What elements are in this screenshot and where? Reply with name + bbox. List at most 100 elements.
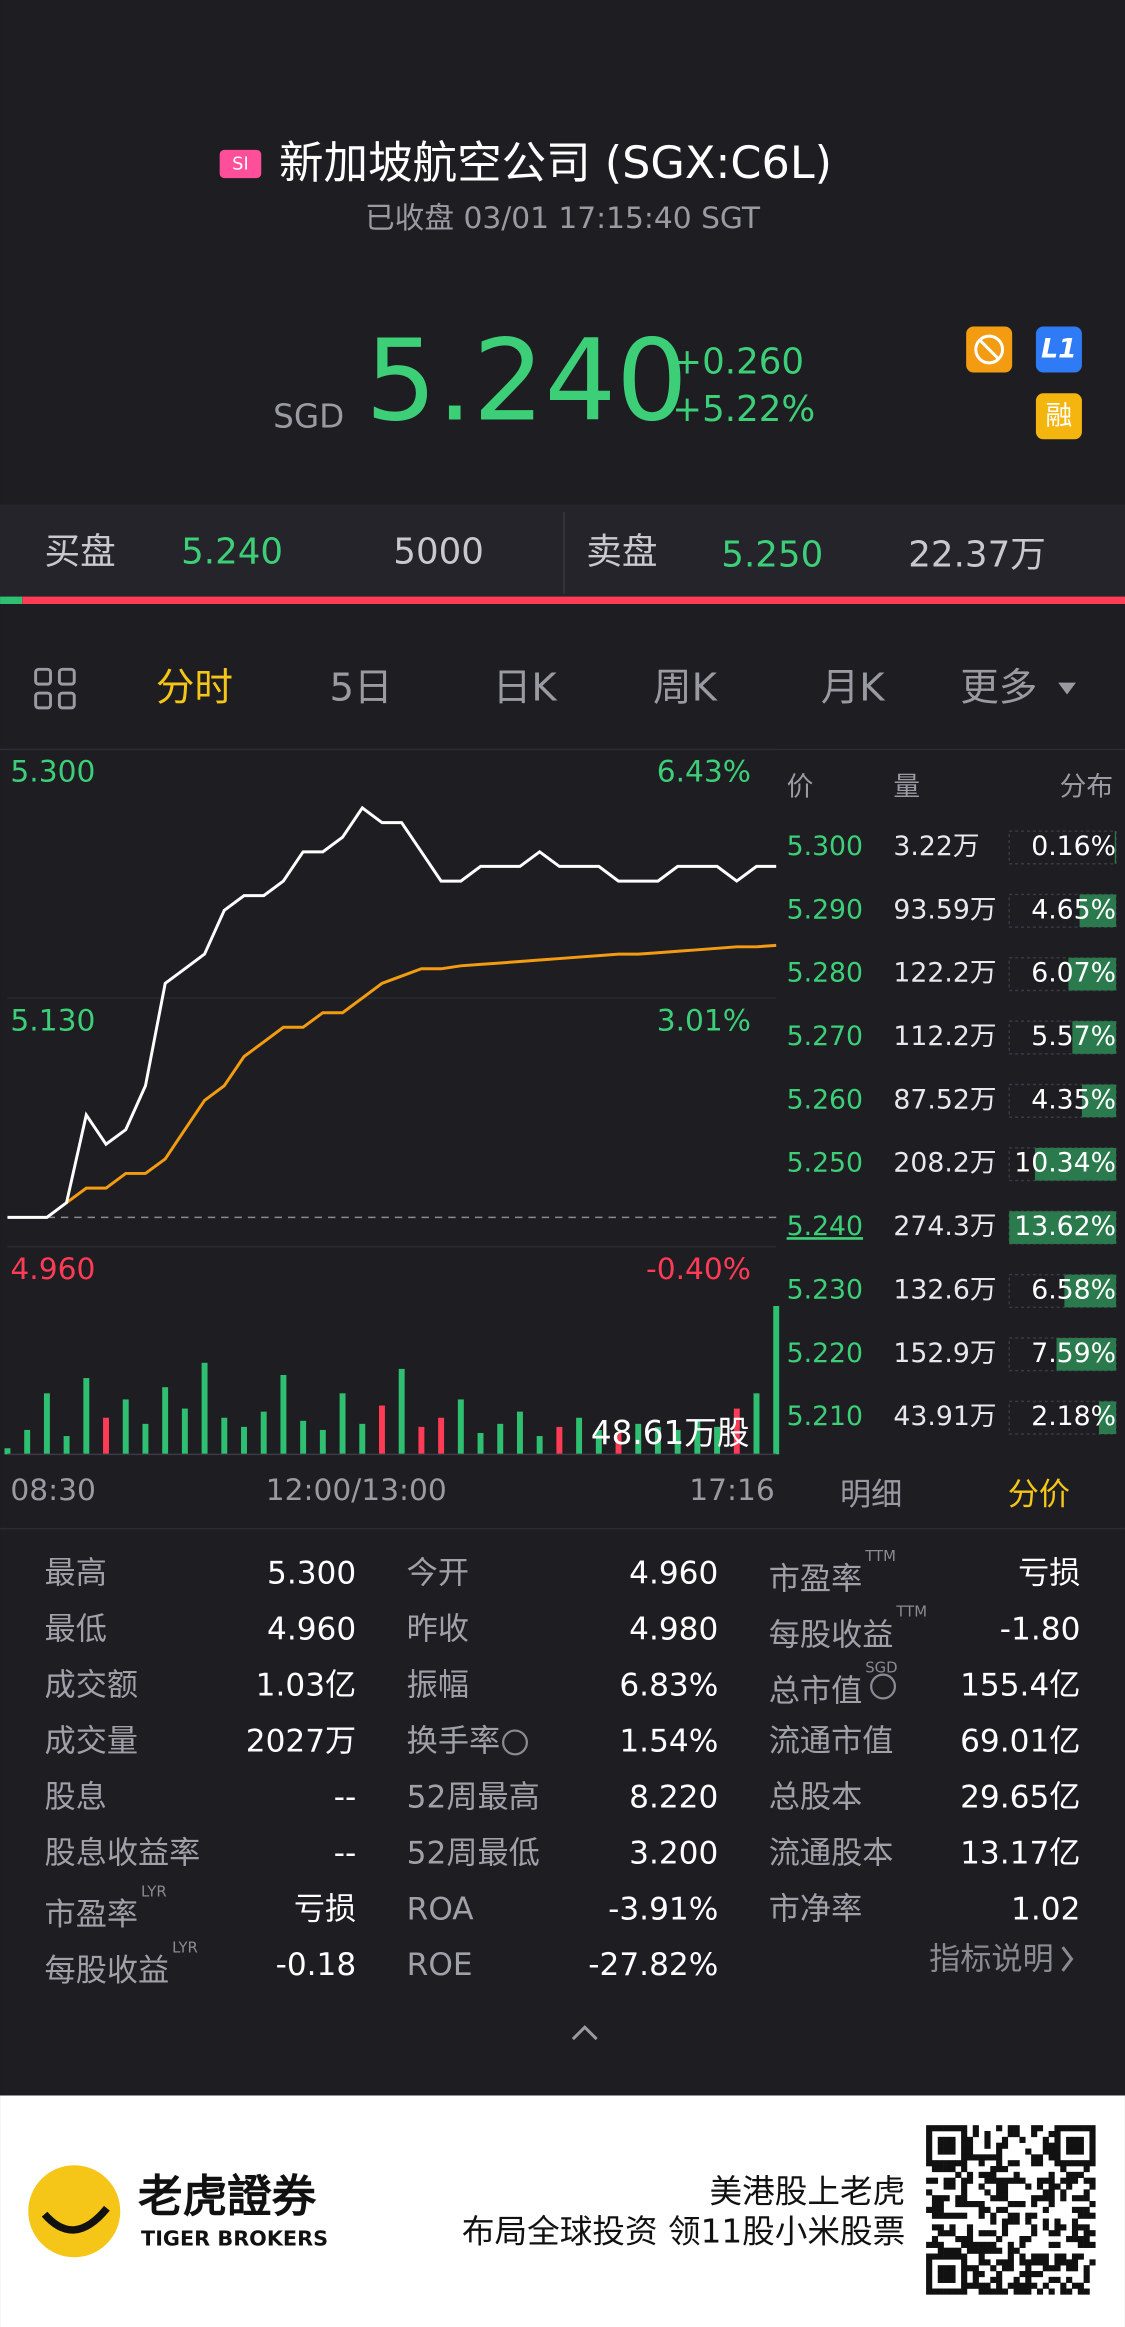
qr-cell xyxy=(978,2247,985,2254)
qr-cell xyxy=(955,2160,962,2167)
chart-tab[interactable]: 周K xyxy=(653,666,719,711)
qr-cell xyxy=(1025,2288,1032,2295)
qr-cell xyxy=(1077,2195,1084,2202)
qr-cell xyxy=(961,2136,968,2143)
chart-tab[interactable]: 更多 xyxy=(960,666,1037,711)
qr-cell xyxy=(1066,2177,1073,2184)
sub-tab[interactable]: 分价 xyxy=(1008,1477,1070,1513)
qr-cell xyxy=(996,2195,1003,2202)
info-icon[interactable] xyxy=(502,1729,528,1756)
depth-pct: 0.16% xyxy=(1031,831,1116,862)
qr-cell xyxy=(1071,2230,1079,2237)
qr-cell xyxy=(978,2206,985,2213)
chart-tab[interactable]: 5日 xyxy=(330,666,393,711)
qr-cell xyxy=(1071,2253,1079,2260)
qr-cell xyxy=(1013,2282,1020,2289)
qr-cell xyxy=(961,2253,968,2260)
qr-cell xyxy=(943,2247,950,2254)
qr-cell xyxy=(1048,2177,1055,2184)
bid-price: 5.240 xyxy=(181,532,283,573)
qr-cell xyxy=(961,2131,968,2138)
qr-cell xyxy=(1025,2271,1032,2278)
qr-cell xyxy=(1066,2276,1073,2283)
qr-cell xyxy=(1048,2230,1055,2237)
qr-cell xyxy=(955,2247,962,2254)
qr-cell xyxy=(955,2253,962,2260)
avg-line xyxy=(65,943,777,1204)
qr-cell xyxy=(1066,2265,1073,2272)
qr-cell xyxy=(990,2195,997,2202)
sub-tab[interactable]: 明细 xyxy=(840,1477,902,1513)
depth-volume: 274.3万 xyxy=(893,1211,996,1242)
stat-value: 4.960 xyxy=(267,1612,356,1648)
chart-tab[interactable]: 分时 xyxy=(156,666,233,711)
qr-cell xyxy=(1048,2241,1055,2248)
qr-cell xyxy=(955,2195,962,2202)
collapse-icon[interactable] xyxy=(571,2025,598,2041)
volume-bar xyxy=(438,1417,445,1455)
qr-cell xyxy=(966,2247,974,2254)
qr-cell xyxy=(926,2136,933,2143)
chart-tab[interactable]: 日K xyxy=(493,666,559,711)
indicator-link[interactable]: 指标说明 xyxy=(929,1941,1054,1977)
qr-cell xyxy=(937,2212,944,2219)
qr-cell xyxy=(1001,2265,1009,2272)
qr-cell xyxy=(961,2271,968,2278)
qr-cell xyxy=(1048,2142,1055,2149)
chart-tab[interactable]: 月K xyxy=(821,666,887,711)
qr-cell xyxy=(926,2271,933,2278)
qr-cell xyxy=(1048,2276,1055,2283)
margin-icon[interactable] xyxy=(1035,393,1082,440)
qr-cell xyxy=(984,2177,991,2184)
distribution-frame xyxy=(1008,957,1117,992)
info-icon[interactable] xyxy=(870,1673,897,1700)
stat-sup: TTM xyxy=(895,1604,927,1621)
qr-cell xyxy=(972,2247,979,2254)
qr-cell xyxy=(937,2253,944,2260)
volume-bar xyxy=(773,1305,780,1455)
qr-cell xyxy=(978,2212,985,2219)
stat-value: -3.91% xyxy=(608,1891,718,1927)
qr-cell xyxy=(926,2288,933,2295)
qr-cell xyxy=(984,2206,991,2213)
qr-cell xyxy=(984,2171,991,2178)
qr-cell xyxy=(1071,2148,1079,2155)
stat-value: 亏损 xyxy=(294,1891,356,1927)
qr-cell xyxy=(972,2154,979,2161)
qr-cell xyxy=(926,2154,933,2161)
qr-cell xyxy=(926,2131,933,2138)
qr-cell xyxy=(943,2288,950,2295)
stat-label: 股息 xyxy=(45,1779,107,1815)
qr-cell xyxy=(1054,2160,1061,2167)
qr-cell xyxy=(1083,2276,1090,2283)
stat-label: ROE xyxy=(407,1947,473,1983)
qr-cell xyxy=(943,2271,950,2278)
distribution-frame xyxy=(1008,1083,1117,1118)
layout-icon[interactable] xyxy=(34,667,76,710)
depth-pct: 13.62% xyxy=(1014,1211,1116,1242)
qr-cell xyxy=(1048,2171,1055,2178)
qr-cell xyxy=(961,2148,968,2155)
qr-cell xyxy=(1089,2230,1096,2237)
stat-label: 每股收益 xyxy=(45,1953,170,1989)
ask-price: 5.250 xyxy=(721,535,823,576)
qr-cell xyxy=(1089,2183,1096,2190)
qr-cell xyxy=(937,2265,944,2272)
depth-volume: 93.59万 xyxy=(893,894,996,925)
volume-bar xyxy=(142,1423,149,1455)
qr-cell xyxy=(1048,2201,1055,2208)
stat-sup: LYR xyxy=(172,1939,198,1956)
qr-cell xyxy=(1060,2125,1067,2132)
level1-icon[interactable] xyxy=(1035,326,1082,373)
qr-cell xyxy=(926,2142,933,2149)
qr-cell xyxy=(978,2282,985,2289)
volume-bar xyxy=(595,1429,602,1455)
qr-cell xyxy=(1077,2253,1084,2260)
qr-cell xyxy=(972,2201,979,2208)
qr-cell xyxy=(943,2148,950,2155)
qr-cell xyxy=(1083,2212,1090,2219)
qr-cell xyxy=(1060,2253,1067,2260)
qr-cell xyxy=(937,2142,944,2149)
x-tick-label: 17:16 xyxy=(689,1472,775,1507)
depth-price: 5.210 xyxy=(787,1401,863,1432)
